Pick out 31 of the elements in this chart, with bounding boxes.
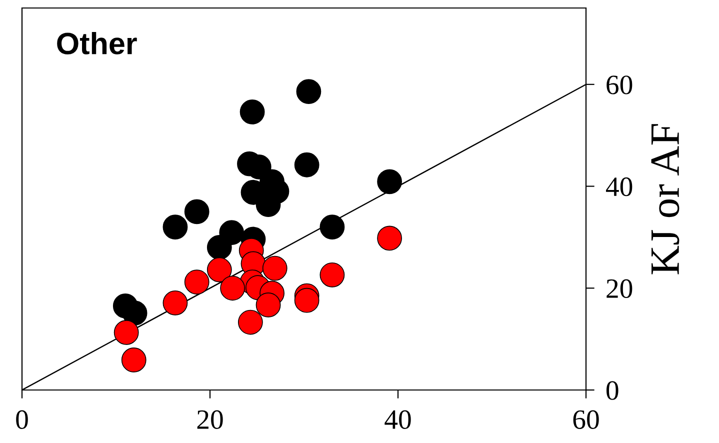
point bbox=[220, 276, 246, 301]
point bbox=[184, 199, 210, 224]
point bbox=[122, 300, 148, 326]
y-tick-label: 0 bbox=[606, 381, 618, 400]
y-axis-title: KJ or AF bbox=[651, 124, 680, 274]
point bbox=[206, 257, 232, 282]
point bbox=[294, 152, 320, 178]
point bbox=[206, 234, 232, 260]
point bbox=[377, 226, 402, 251]
x-tick-label: 20 bbox=[197, 410, 223, 429]
annotation: Other bbox=[57, 32, 137, 54]
point bbox=[294, 288, 320, 313]
point bbox=[238, 310, 263, 335]
point bbox=[162, 214, 188, 240]
x-tick-label: 0 bbox=[16, 410, 28, 429]
point bbox=[296, 79, 322, 104]
point bbox=[162, 290, 188, 316]
point bbox=[320, 214, 345, 240]
y-tick-label: 20 bbox=[606, 279, 632, 298]
point bbox=[184, 270, 210, 294]
point bbox=[121, 348, 146, 372]
y-tick-label: 40 bbox=[606, 177, 632, 196]
point bbox=[240, 99, 265, 124]
point bbox=[114, 320, 139, 345]
point bbox=[256, 292, 281, 318]
y-tick-label: 60 bbox=[606, 76, 632, 94]
point bbox=[262, 256, 288, 281]
x-tick-label: 60 bbox=[573, 410, 599, 429]
point bbox=[320, 262, 345, 288]
point bbox=[377, 169, 402, 194]
x-tick-label: 40 bbox=[384, 410, 411, 429]
